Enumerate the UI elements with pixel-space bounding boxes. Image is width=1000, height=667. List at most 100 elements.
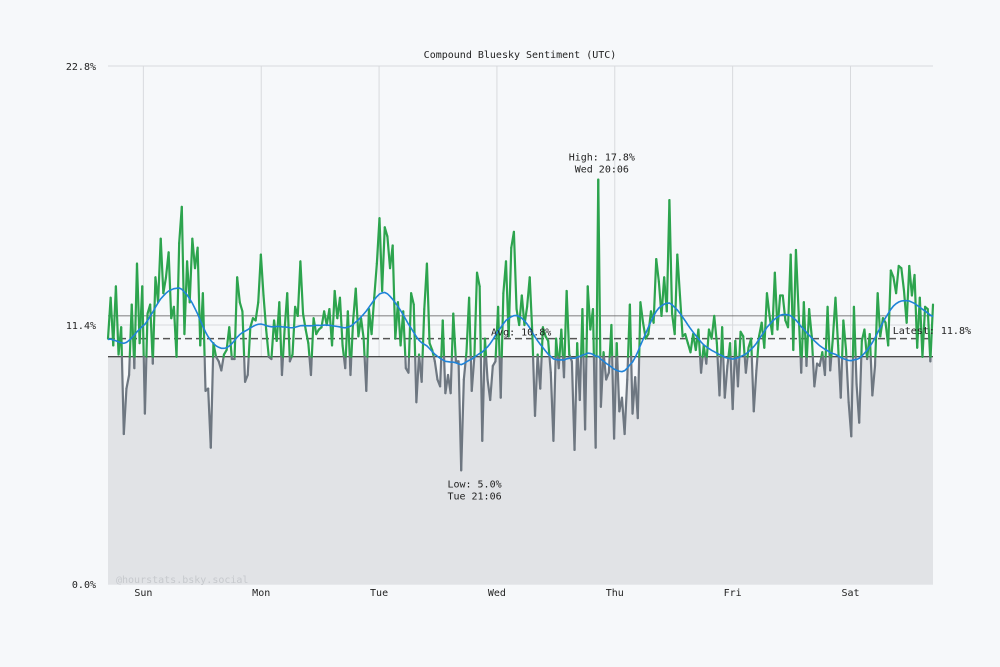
- series-segment-above: [428, 342, 434, 352]
- series-segment-above: [304, 328, 310, 345]
- series-segment-above: [162, 276, 168, 295]
- series-segment-above: [702, 344, 707, 358]
- series-segment-below: [420, 355, 424, 383]
- series-segment-below: [209, 355, 215, 449]
- series-segment-above: [926, 308, 932, 358]
- series-segment-above: [341, 344, 345, 358]
- series-segment-above: [497, 305, 501, 358]
- series-segment-above: [713, 314, 718, 345]
- series-segment-below: [736, 355, 741, 388]
- series-segment-above: [407, 292, 413, 358]
- series-segment-above: [676, 253, 682, 297]
- series-segment-above: [763, 292, 769, 349]
- series-segment-above: [586, 285, 592, 331]
- series-segment-above: [615, 342, 619, 358]
- average-label: Avg: 10.8%: [491, 328, 551, 339]
- series-segment-below: [731, 355, 736, 411]
- high-annotation-time: Wed 20:06: [575, 165, 629, 176]
- series-segment-above: [167, 251, 173, 320]
- series-segment-below: [243, 373, 249, 383]
- series-segment-below: [439, 355, 443, 388]
- series-segment-above: [905, 264, 911, 324]
- series-segment-above: [188, 237, 194, 304]
- watermark: @hourstats.bsky.social: [116, 575, 248, 586]
- series-segment-above: [734, 339, 738, 358]
- series-segment-above: [421, 308, 426, 358]
- series-segment-above: [180, 205, 186, 336]
- series-segment-above: [350, 319, 355, 358]
- series-segment-above: [879, 317, 885, 338]
- series-segment-above: [262, 294, 268, 331]
- series-segment-above: [381, 226, 386, 293]
- series-segment-above: [792, 248, 798, 352]
- series-segment-below: [636, 355, 641, 420]
- series-segment-below: [839, 355, 844, 399]
- series-segment-above: [797, 310, 802, 358]
- series-segment-above: [837, 344, 840, 358]
- series-segment-above: [228, 326, 233, 358]
- series-segment-above: [554, 337, 559, 358]
- series-segment-above: [810, 335, 814, 358]
- series-segment-above: [834, 296, 840, 347]
- axis-ticks: 0.0% 11.4% 22.8% Sun Mon Tue Wed Thu Fri Sat: [66, 62, 860, 599]
- series-segment-below: [823, 355, 827, 377]
- series-segment-above: [473, 271, 479, 358]
- series-segment-below: [433, 360, 439, 381]
- x-tick-label: Sat: [841, 588, 859, 599]
- series-segment-below: [718, 355, 723, 397]
- series-segment-above: [826, 305, 831, 358]
- series-segment-below: [127, 355, 131, 377]
- series-segment-below: [481, 355, 486, 442]
- series-segment-below: [818, 355, 823, 367]
- x-tick-label: Tue: [370, 588, 388, 599]
- series-segment-above: [652, 258, 658, 324]
- series-segment-above: [151, 276, 157, 358]
- series-segment-above: [794, 248, 800, 313]
- series-segment-above: [808, 308, 813, 338]
- series-segment-above: [425, 262, 431, 345]
- series-segment-above: [346, 310, 351, 358]
- x-tick-label: Sun: [134, 588, 152, 599]
- series-segment-below: [583, 355, 588, 431]
- series-segment-below: [829, 355, 833, 372]
- series-segment-below: [699, 355, 704, 374]
- x-tick-label: Mon: [252, 588, 270, 599]
- series-segment-below: [309, 355, 313, 377]
- below-baseline-fill: [108, 356, 933, 584]
- series-segment-above: [233, 276, 239, 358]
- series-segment-below: [845, 355, 850, 404]
- latest-label: Latest: 11.8%: [893, 326, 971, 337]
- series-segment-above: [610, 323, 614, 358]
- series-segment-below: [246, 355, 250, 377]
- series-segment-below: [573, 355, 578, 452]
- chart-title: Compound Bluesky Sentiment (UTC): [424, 50, 617, 61]
- series-segment-above: [468, 296, 472, 358]
- series-segment-below: [489, 364, 494, 402]
- series-segment-below: [499, 355, 503, 399]
- series-segment-above: [705, 328, 711, 358]
- series-segment-below: [125, 373, 131, 390]
- series-segment-below: [122, 387, 128, 436]
- series-segment-below: [578, 355, 583, 402]
- series-segment-below: [404, 355, 407, 370]
- series-segment-above: [362, 337, 366, 358]
- y-tick-label: 22.8%: [66, 62, 96, 73]
- series-segment-above: [765, 292, 771, 318]
- series-segment-above: [238, 301, 244, 313]
- series-segment-above: [247, 326, 252, 358]
- series-segment-above: [354, 287, 360, 338]
- series-segment-below: [203, 355, 207, 392]
- series-segment-above: [373, 262, 378, 299]
- series-segment-below: [605, 371, 610, 381]
- series-segment-above: [478, 285, 482, 358]
- series-segment-above: [581, 308, 585, 358]
- series-segment-below: [755, 355, 759, 372]
- series-segment-above: [159, 237, 165, 295]
- series-segment-above: [278, 301, 283, 358]
- series-segment-above: [475, 271, 481, 288]
- series-segment-below: [243, 355, 247, 383]
- series-segment-below: [850, 355, 855, 438]
- series-segment-above: [301, 312, 307, 331]
- series-segment-above: [900, 267, 906, 293]
